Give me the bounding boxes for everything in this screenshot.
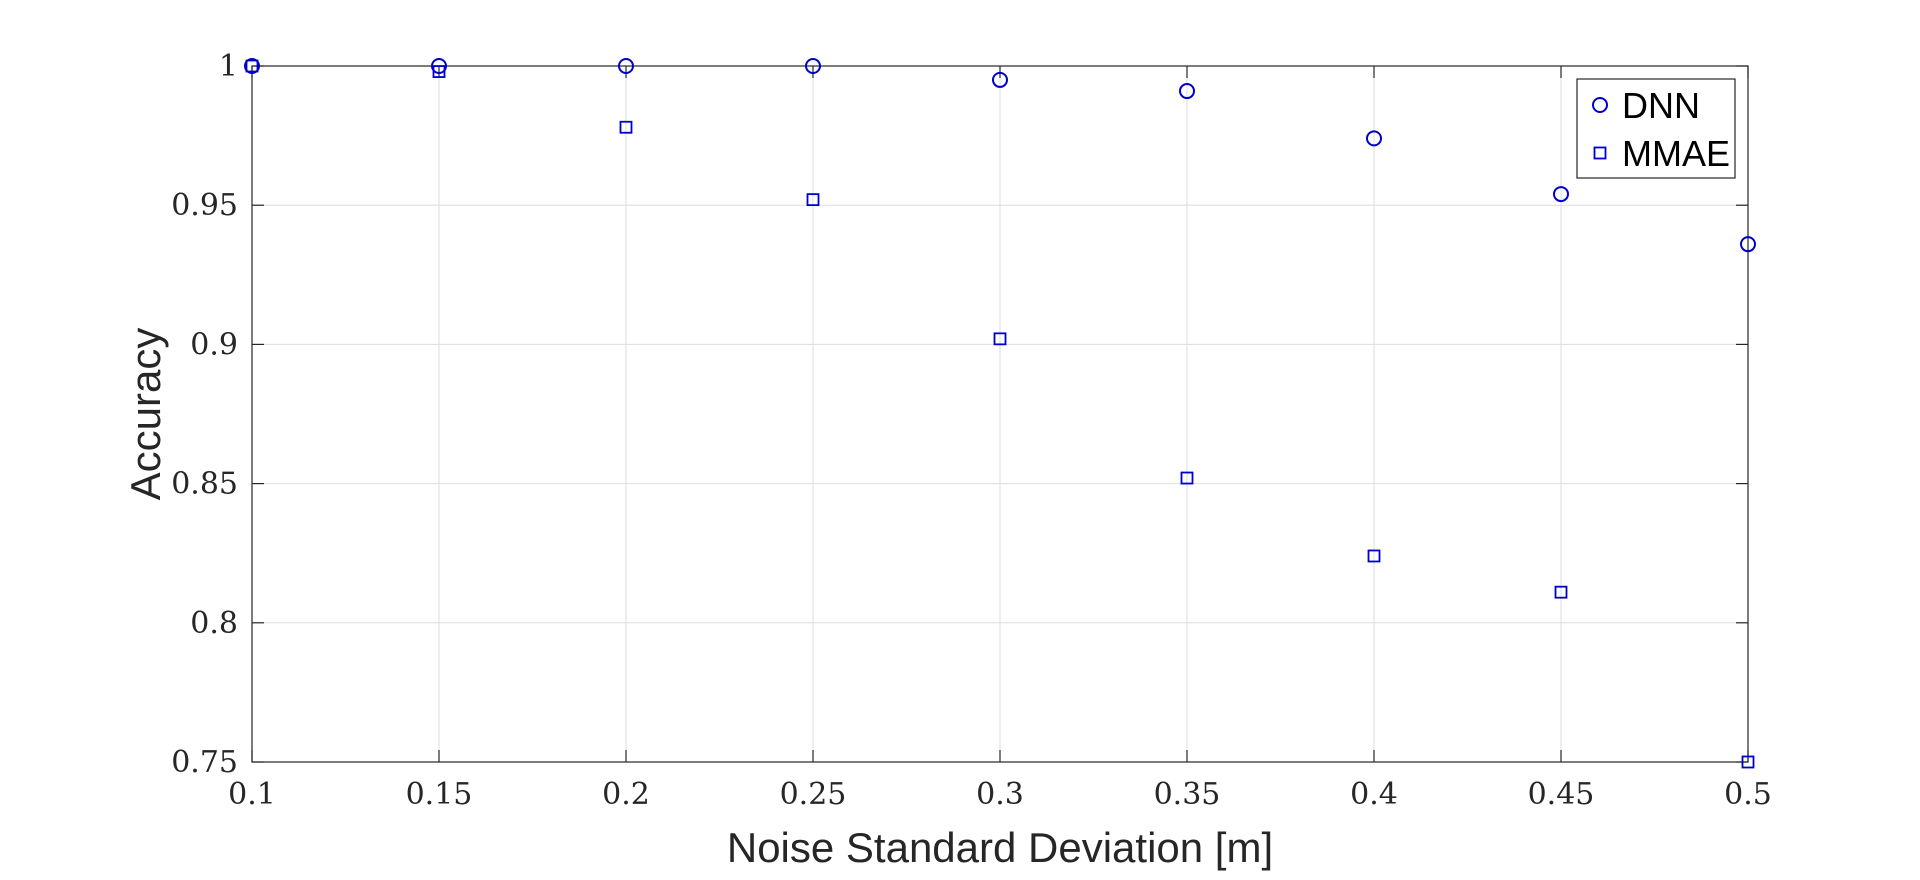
y-tick-label: 0.85 — [171, 467, 238, 502]
y-tick-labels: 0.75 0.8 0.85 0.9 0.95 1 — [171, 49, 238, 780]
y-tick-label: 1 — [219, 49, 238, 84]
legend-label-dnn: DNN — [1622, 85, 1700, 126]
data-point-dnn — [618, 58, 634, 74]
data-series — [244, 58, 1756, 769]
x-tick-label: 0.5 — [1724, 777, 1772, 812]
y-tick-label: 0.8 — [190, 606, 238, 641]
data-point-mmae — [993, 332, 1007, 346]
data-point-mmae — [1367, 549, 1381, 563]
x-tick-label: 0.25 — [780, 777, 847, 812]
data-point-mmae — [1741, 755, 1755, 769]
data-point-dnn — [244, 58, 260, 74]
y-tick-label: 0.75 — [171, 745, 238, 780]
legend-label-mmae: MMAE — [1622, 133, 1730, 174]
y-axis-title: Accuracy — [122, 328, 169, 501]
x-tick-label: 0.2 — [602, 777, 650, 812]
data-point-dnn — [1553, 186, 1569, 203]
y-tick-label: 0.95 — [171, 188, 238, 223]
x-axis-title: Noise Standard Deviation [m] — [727, 824, 1273, 871]
legend-marker-mmae — [1593, 146, 1607, 160]
data-point-dnn — [431, 58, 447, 74]
legend-marker-dnn — [1592, 97, 1608, 113]
series-dnn — [244, 58, 1756, 253]
x-tick-label: 0.35 — [1154, 777, 1221, 812]
data-point-mmae — [806, 193, 820, 207]
x-tick-label: 0.1 — [228, 777, 276, 812]
data-point-dnn — [805, 58, 821, 74]
legend-box — [1576, 78, 1736, 179]
data-point-mmae — [619, 120, 633, 134]
data-point-dnn — [1740, 236, 1756, 253]
x-tick-label: 0.4 — [1350, 777, 1398, 812]
data-point-mmae — [245, 59, 259, 73]
data-point-mmae — [1180, 471, 1194, 485]
x-tick-label: 0.3 — [976, 777, 1024, 812]
legend: DNN MMAE — [1576, 78, 1736, 179]
x-tick-labels: 0.1 0.15 0.2 0.25 0.3 0.35 0.4 0.45 0.5 — [228, 777, 1772, 812]
data-point-dnn — [1179, 83, 1195, 100]
data-point-mmae — [432, 65, 446, 78]
series-mmae — [245, 59, 1755, 769]
y-tick-label: 0.9 — [190, 327, 238, 362]
data-point-dnn — [1366, 130, 1382, 147]
x-tick-label: 0.45 — [1528, 777, 1595, 812]
x-tick-label: 0.15 — [406, 777, 473, 812]
data-point-mmae — [1554, 585, 1568, 599]
data-point-dnn — [992, 71, 1008, 88]
